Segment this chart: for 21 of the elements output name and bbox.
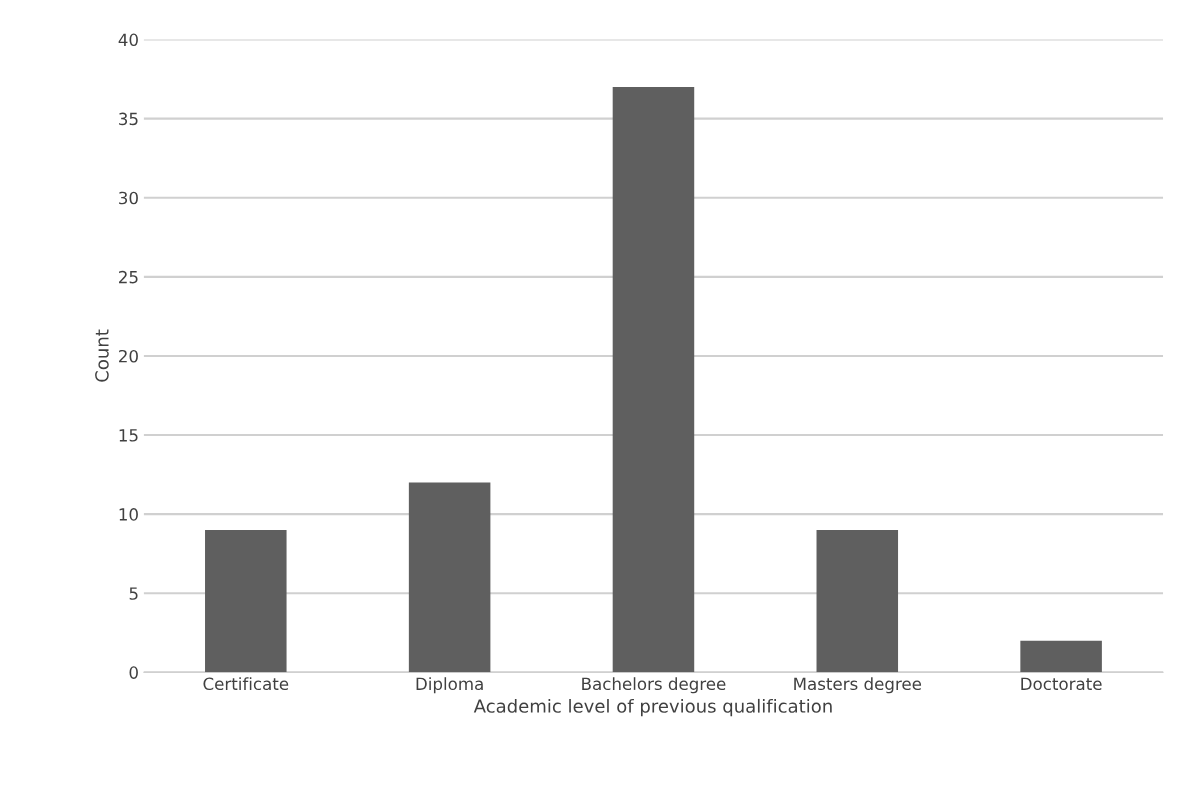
bar: [408, 482, 491, 673]
x-tick-label: Doctorate: [1021, 677, 1102, 691]
bar: [816, 529, 899, 673]
x-tick-label: Bachelors degree: [582, 677, 726, 694]
y-tick-label: 30: [119, 191, 138, 205]
y-tick-label: 0: [129, 666, 138, 679]
y-tick-label: 25: [119, 270, 138, 284]
bar: [205, 529, 287, 673]
y-tick-label: 10: [119, 508, 138, 521]
bar: [1020, 640, 1102, 673]
y-tick-label: 5: [129, 587, 138, 600]
y-tick-label: 15: [119, 429, 138, 442]
y-axis-title: Count: [95, 329, 109, 382]
y-tick-label: 35: [119, 112, 138, 126]
y-tick-label: 20: [119, 349, 138, 363]
bar: [612, 87, 695, 673]
x-axis-title: Academic level of previous qualification: [473, 698, 832, 717]
x-tick-label: Certificate: [203, 677, 289, 691]
x-tick-label: Masters degree: [794, 677, 922, 694]
y-tick-label: 40: [118, 33, 138, 47]
x-tick-label: Diploma: [416, 677, 483, 694]
